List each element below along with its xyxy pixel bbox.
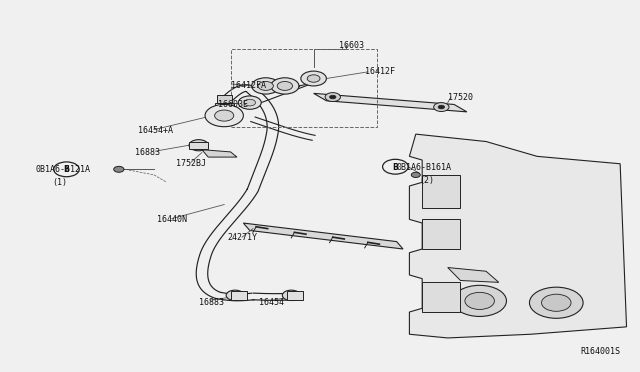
Bar: [214, 103, 234, 119]
Circle shape: [325, 93, 340, 102]
Text: B: B: [63, 165, 69, 174]
Text: 24271Y: 24271Y: [227, 233, 257, 243]
Circle shape: [244, 99, 255, 106]
Circle shape: [529, 287, 583, 318]
Circle shape: [541, 294, 571, 311]
Circle shape: [412, 172, 420, 177]
Circle shape: [205, 105, 243, 127]
Text: 16412FA: 16412FA: [230, 81, 266, 90]
Polygon shape: [243, 223, 403, 249]
Bar: [422, 219, 461, 249]
Circle shape: [189, 140, 208, 151]
Circle shape: [214, 110, 234, 121]
Circle shape: [271, 78, 299, 94]
Text: 0B1A6-B161A: 0B1A6-B161A: [397, 163, 452, 172]
Circle shape: [438, 105, 445, 109]
Polygon shape: [448, 267, 499, 282]
Text: 16883: 16883: [198, 298, 223, 307]
Circle shape: [277, 81, 292, 90]
Text: 16440N: 16440N: [157, 215, 187, 224]
Circle shape: [114, 166, 124, 172]
Circle shape: [465, 292, 495, 310]
Bar: [422, 282, 461, 312]
Text: 16454: 16454: [259, 298, 284, 307]
Text: 16883: 16883: [135, 148, 160, 157]
Polygon shape: [314, 93, 467, 112]
Circle shape: [307, 75, 320, 82]
Text: 0B1A6-6121A: 0B1A6-6121A: [36, 165, 91, 174]
Circle shape: [226, 290, 244, 301]
Bar: [216, 95, 232, 103]
Text: 16454+A: 16454+A: [138, 126, 173, 135]
Circle shape: [252, 78, 280, 94]
Bar: [287, 291, 303, 300]
Circle shape: [282, 290, 300, 301]
Text: 16412F: 16412F: [365, 67, 395, 76]
Circle shape: [434, 103, 449, 112]
Circle shape: [238, 96, 261, 109]
Text: (2): (2): [419, 176, 434, 185]
Text: 16603: 16603: [339, 41, 364, 50]
Bar: [230, 291, 246, 300]
Circle shape: [258, 81, 273, 90]
Text: 17520: 17520: [448, 93, 473, 102]
Circle shape: [301, 71, 326, 86]
Text: 1752BJ: 1752BJ: [176, 159, 206, 168]
Circle shape: [453, 285, 506, 317]
Text: 16603E: 16603E: [218, 100, 248, 109]
Text: B: B: [392, 163, 398, 171]
Circle shape: [330, 95, 336, 99]
Bar: [189, 142, 208, 149]
Polygon shape: [410, 134, 627, 338]
Bar: [422, 175, 461, 208]
Text: R164001S: R164001S: [580, 347, 620, 356]
Polygon shape: [202, 150, 237, 157]
Text: (1): (1): [52, 178, 67, 187]
Bar: [230, 49, 378, 127]
